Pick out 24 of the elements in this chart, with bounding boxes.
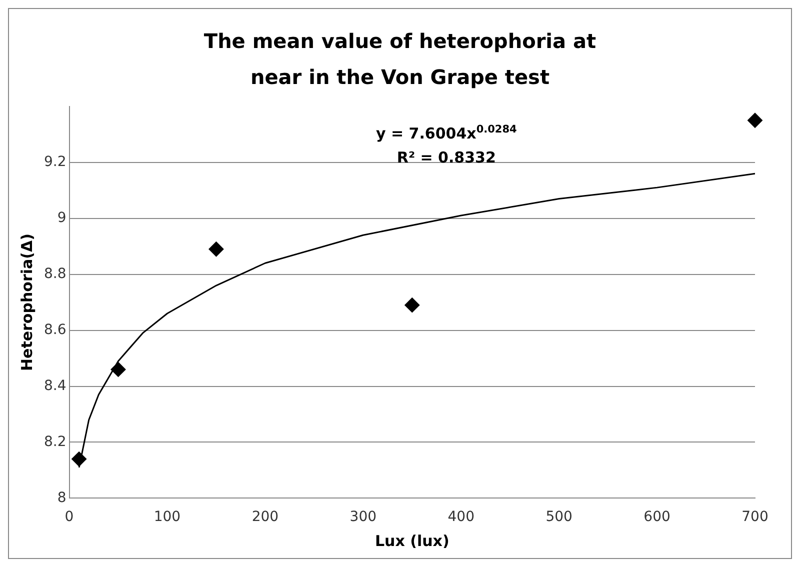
y-tick-label: 8.4 (44, 378, 66, 394)
x-tick-label: 400 (448, 509, 474, 526)
x-tick-label: 500 (546, 509, 572, 526)
y-axis-title: Heterophoria(Δ) (18, 234, 36, 372)
point (110, 362, 126, 377)
y-tick-label: 9.2 (44, 154, 66, 170)
x-tick-label: 100 (154, 509, 181, 526)
y-tick-label: 8 (57, 490, 66, 506)
x-tick-label: 700 (742, 509, 768, 526)
y-tick-label: 8.2 (44, 434, 66, 450)
x-tick-label: 300 (350, 509, 377, 526)
x-tick-label: 600 (644, 509, 670, 526)
point (208, 242, 224, 257)
annotation: R² = 0.8332 (396, 148, 496, 166)
y-tick-label: 8.6 (44, 322, 66, 338)
point (404, 298, 420, 313)
x-tick-label: 200 (252, 509, 279, 526)
y-tick-label: 9 (57, 210, 66, 226)
x-axis-title: Lux (lux) (374, 532, 450, 550)
point (72, 452, 87, 467)
y-tick-label: 8.8 (44, 266, 66, 282)
point (748, 112, 762, 128)
chart-title: The mean value of heterophoria at near in the Von Grape test (202, 28, 598, 91)
x-tick-label: 0 (64, 509, 74, 526)
